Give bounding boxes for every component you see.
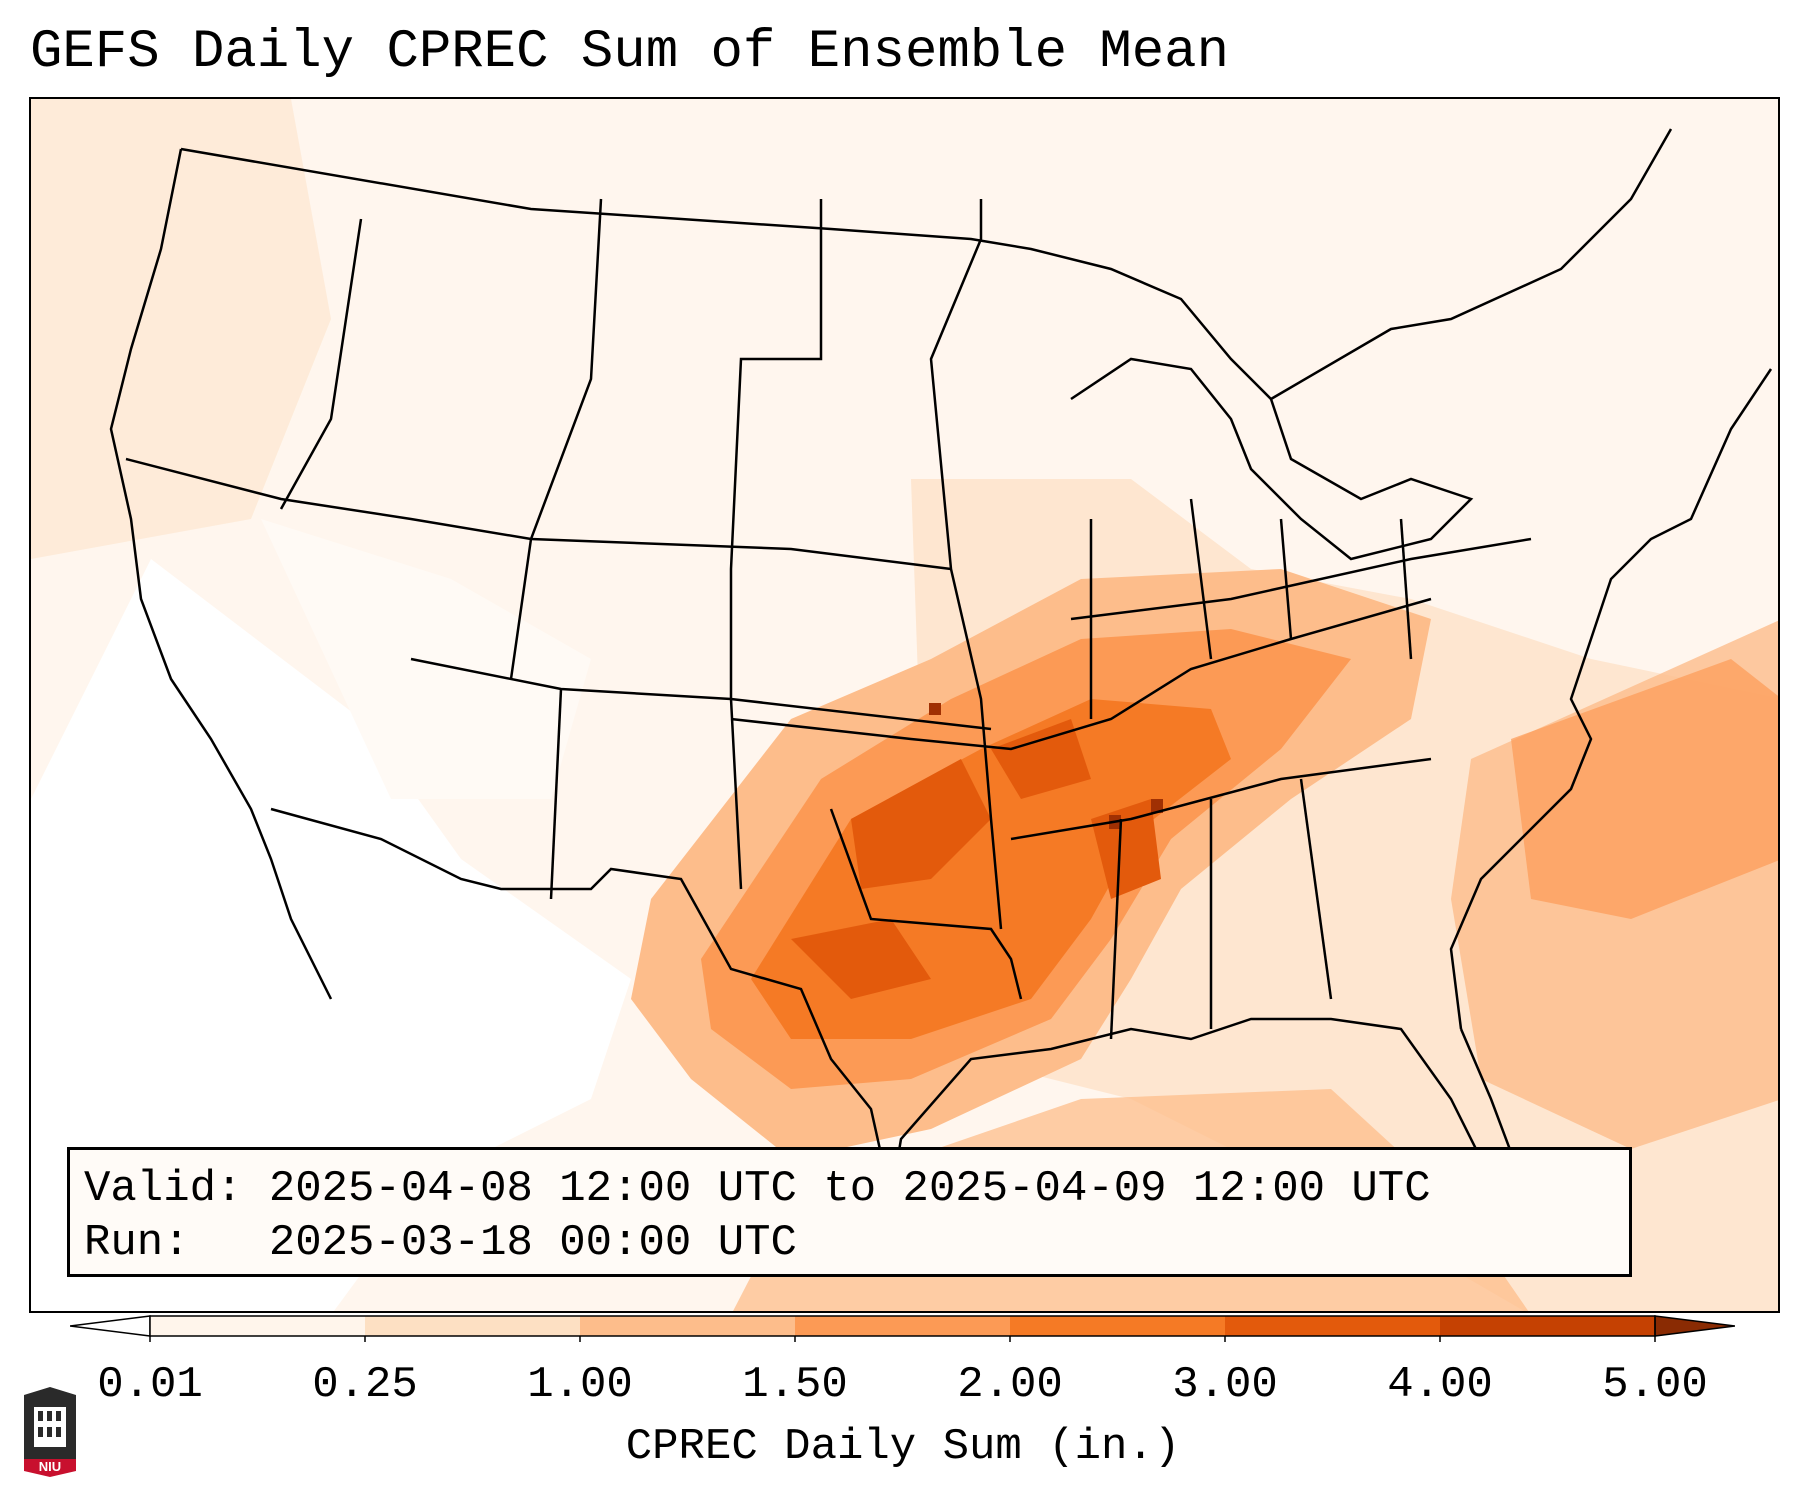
us-canada-border [180, 128, 1673, 401]
valid-run-box: Valid: 2025-04-08 12:00 UTC to 2025-04-0… [67, 1147, 1632, 1277]
atlantic-offshore-core [1511, 659, 1778, 919]
colorbar-over-arrow [1654, 1315, 1735, 1337]
colorbar-tick-label: 0.25 [312, 1360, 418, 1410]
niu-logo-icon: NIU [24, 1387, 76, 1477]
logo-text: NIU [39, 1459, 61, 1474]
colorbar-tick-label: 1.00 [527, 1360, 633, 1410]
colorbar-tick-label: 3.00 [1172, 1360, 1278, 1410]
state-line-18 [1399, 518, 1413, 660]
dry-area-southwest [31, 559, 631, 1311]
state-line-2 [279, 218, 363, 510]
max-pixel-1 [929, 703, 941, 715]
state-line-19 [1070, 537, 1532, 621]
east-coast [1449, 368, 1773, 1030]
great-lakes [1070, 357, 1474, 561]
state-line-3 [509, 198, 603, 680]
colorbar-tick-label: 4.00 [1387, 1360, 1493, 1410]
west-coast [109, 148, 333, 1000]
state-line-5 [929, 199, 1003, 930]
colorbar-tick-label: 2.00 [957, 1360, 1063, 1410]
state-line-10 [829, 808, 1023, 1000]
dry-area-great-basin [261, 519, 591, 799]
colorbar-tick-label: 5.00 [1602, 1360, 1708, 1410]
max-pixel-2 [1151, 799, 1163, 813]
valid-time-line: Valid: 2025-04-08 12:00 UTC to 2025-04-0… [84, 1164, 1431, 1214]
precipitation-map [29, 97, 1780, 1313]
state-line-14 [1299, 778, 1333, 1000]
state-line-7 [549, 688, 563, 900]
map-canvas [31, 99, 1778, 1311]
state-line-17 [1279, 518, 1293, 640]
colorbar-frame [149, 1315, 1656, 1337]
pacific-nw-light [31, 99, 331, 559]
state-line-6 [410, 657, 992, 731]
colorbar-segment [1440, 1316, 1656, 1336]
colorbar-tick-label: 0.01 [97, 1360, 203, 1410]
us-mexico-border [270, 807, 893, 1200]
core-oklahoma [851, 759, 991, 889]
colorbar-segment [580, 1316, 796, 1336]
map-title: GEFS Daily CPREC Sum of Ensemble Mean [30, 22, 1229, 83]
core-missouri [991, 719, 1091, 799]
state-line-8 [729, 569, 743, 890]
state-line-11 [1010, 757, 1432, 841]
colorbar-segment [365, 1316, 581, 1336]
colorbar-segment [1225, 1316, 1441, 1336]
state-line-16 [1189, 498, 1213, 660]
colorbar-segment [150, 1316, 366, 1336]
run-time-line: Run: 2025-03-18 00:00 UTC [84, 1218, 797, 1268]
core-texas [791, 919, 931, 999]
state-line-12 [1109, 818, 1123, 1040]
colorbar-segment [1010, 1316, 1226, 1336]
state-line-1 [125, 457, 952, 571]
colorbar-segment [795, 1316, 1011, 1336]
colorbar [70, 1315, 1735, 1342]
state-line-4 [729, 199, 823, 570]
colorbar-label: CPREC Daily Sum (in.) [625, 1422, 1181, 1472]
colorbar-tick-label: 1.50 [742, 1360, 848, 1410]
colorbar-under-arrow [70, 1315, 151, 1337]
